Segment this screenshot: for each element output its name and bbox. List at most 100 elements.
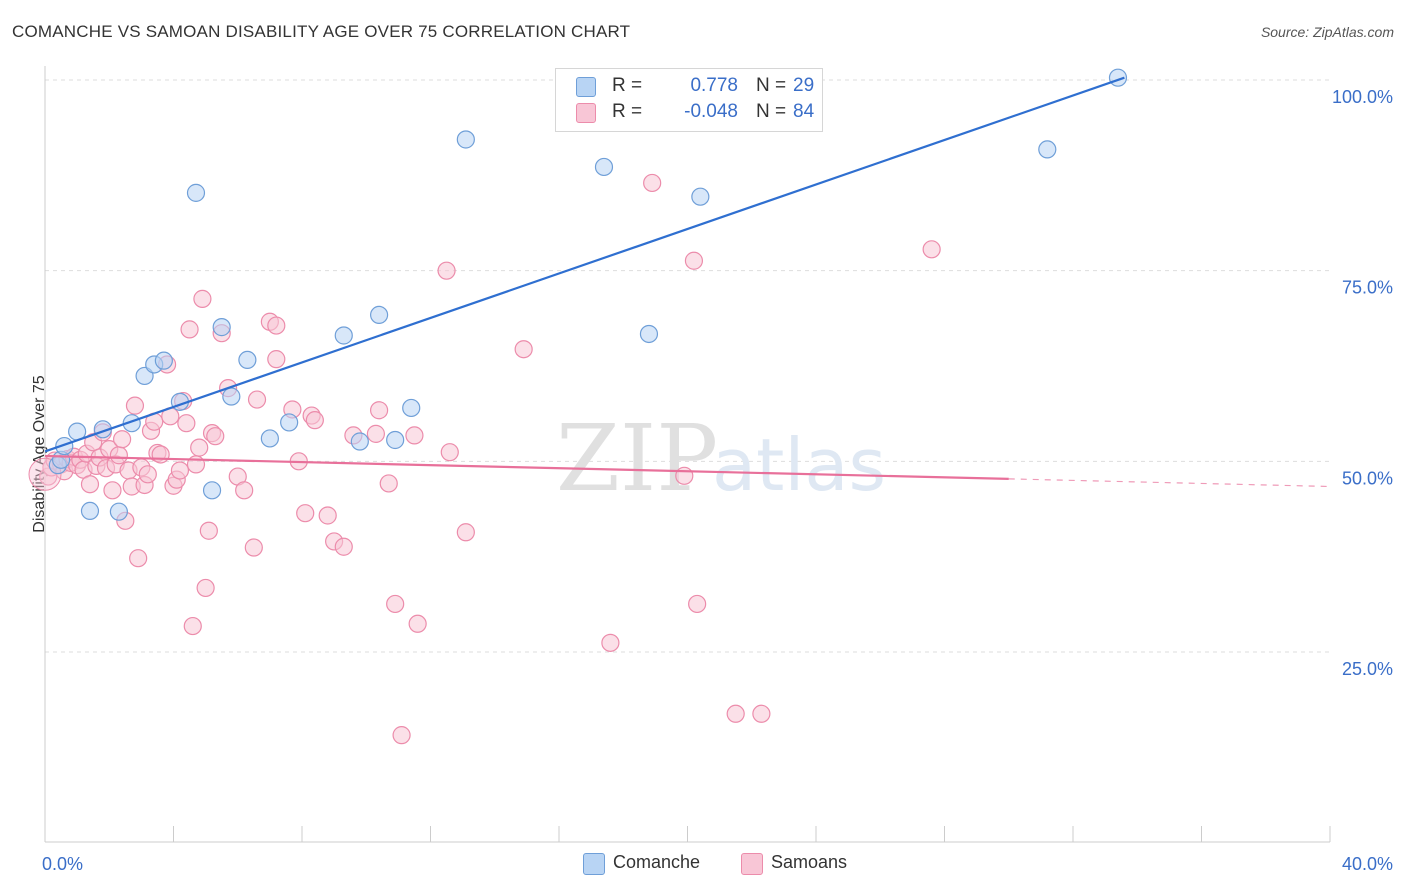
trend-lines <box>44 76 1331 488</box>
data-point-comanche <box>260 429 279 448</box>
chart-title: COMANCHE VS SAMOAN DISABILITY AGE OVER 7… <box>12 22 631 41</box>
data-point-samoans <box>196 578 215 598</box>
x-tick-label: 40.0% <box>1342 854 1393 874</box>
data-point-samoans <box>334 537 353 556</box>
data-point-comanche <box>280 413 299 432</box>
data-point-comanche <box>386 430 405 450</box>
legend-n-value: 84 <box>793 101 815 122</box>
chart-source: Source: ZipAtlas.com <box>1260 24 1394 40</box>
data-point-comanche <box>55 436 74 456</box>
legend-swatch-comanche <box>576 77 596 97</box>
data-point-comanche <box>212 318 231 337</box>
correlation-legend: R = 0.778 N = 29 R = -0.048 N = 84 <box>555 68 823 132</box>
y-tick-label: 50.0% <box>1342 468 1393 488</box>
data-point-comanche <box>639 324 659 344</box>
data-point-comanche <box>80 501 100 521</box>
data-point-comanche <box>334 326 353 345</box>
data-point-samoans <box>392 726 411 745</box>
watermark-atlas: atlas <box>712 423 886 507</box>
data-point-samoans <box>112 430 132 449</box>
data-point-samoans <box>183 616 202 636</box>
data-point-comanche <box>456 130 475 149</box>
data-point-samoans <box>405 426 424 445</box>
data-point-samoans <box>267 350 286 369</box>
legend-label-samoans: Samoans <box>771 852 848 872</box>
data-point-samoans <box>244 538 263 557</box>
data-point-comanche <box>402 398 421 418</box>
trend-line-samoans <box>44 454 1009 480</box>
data-point-samoans <box>601 633 620 652</box>
data-point-samoans <box>129 549 148 568</box>
data-point-samoans <box>514 340 533 359</box>
legend-r-value: 0.778 <box>690 75 738 96</box>
watermark-zip: ZIP <box>556 405 718 512</box>
legend-r-label: R = <box>612 75 643 96</box>
data-point-comanche <box>370 305 389 325</box>
data-point-samoans <box>247 390 267 409</box>
data-point-samoans <box>170 461 190 480</box>
watermark: ZIP atlas <box>556 405 886 512</box>
data-point-samoans <box>386 594 405 614</box>
data-point-samoans <box>305 411 324 430</box>
data-point-comanche <box>186 183 206 202</box>
legend-swatch-comanche <box>583 853 605 875</box>
data-point-comanche <box>202 481 222 500</box>
data-point-samoans <box>366 424 385 443</box>
data-point-samoans <box>726 704 745 723</box>
data-point-samoans <box>206 427 225 446</box>
data-point-comanche <box>691 187 710 206</box>
trend-line-comanche <box>44 76 1125 453</box>
data-point-samoans <box>440 443 459 462</box>
data-point-samoans <box>318 506 337 525</box>
x-tick-label: 0.0% <box>42 854 83 874</box>
data-point-samoans <box>643 173 662 193</box>
data-point-samoans <box>193 289 212 308</box>
data-point-samoans <box>437 261 456 280</box>
data-point-samoans <box>80 475 100 494</box>
axes <box>44 66 1331 843</box>
data-point-comanche <box>222 387 241 406</box>
data-point-comanche <box>154 351 173 370</box>
legend-r-label: R = <box>612 101 643 122</box>
data-point-samoans <box>456 523 475 542</box>
data-point-samoans <box>177 414 196 433</box>
data-point-samoans <box>296 504 315 523</box>
data-point-samoans <box>684 251 704 270</box>
y-tick-label: 25.0% <box>1342 659 1393 679</box>
tick-labels: 25.0% 50.0% 75.0% 100.0% 0.0% 40.0% <box>42 87 1393 874</box>
data-point-samoans <box>675 466 694 485</box>
grid-lines <box>45 79 1330 653</box>
series-comanche <box>48 68 1128 521</box>
legend-r-value: -0.048 <box>684 101 738 122</box>
data-point-samoans <box>125 396 145 415</box>
data-point-samoans <box>267 316 286 335</box>
legend-n-label: N = <box>756 101 787 122</box>
data-point-comanche <box>350 432 369 451</box>
data-point-comanche <box>238 350 257 369</box>
legend-n-label: N = <box>756 75 787 96</box>
data-point-samoans <box>190 438 209 457</box>
data-point-samoans <box>379 474 398 493</box>
data-point-samoans <box>408 614 427 633</box>
data-point-samoans <box>180 320 199 339</box>
data-point-samoans <box>109 446 128 465</box>
data-point-samoans <box>199 521 218 540</box>
y-tick-label: 100.0% <box>1332 87 1393 107</box>
data-point-comanche <box>1038 140 1057 159</box>
data-point-samoans <box>370 401 389 420</box>
data-point-samoans <box>688 594 707 614</box>
data-point-samoans <box>922 240 941 259</box>
data-point-samoans <box>235 481 254 500</box>
legend-label-comanche: Comanche <box>613 852 701 872</box>
legend-swatch-samoans <box>576 103 596 123</box>
data-point-samoans <box>752 704 771 723</box>
legend-n-value: 29 <box>793 75 815 96</box>
trend-line-samoans-extension <box>1008 478 1331 488</box>
data-point-samoans <box>103 481 122 500</box>
legend-swatch-samoans <box>741 853 763 875</box>
data-point-comanche <box>109 502 128 521</box>
data-point-comanche <box>594 157 614 177</box>
y-tick-label: 75.0% <box>1342 278 1393 298</box>
data-point-samoans <box>138 465 157 484</box>
